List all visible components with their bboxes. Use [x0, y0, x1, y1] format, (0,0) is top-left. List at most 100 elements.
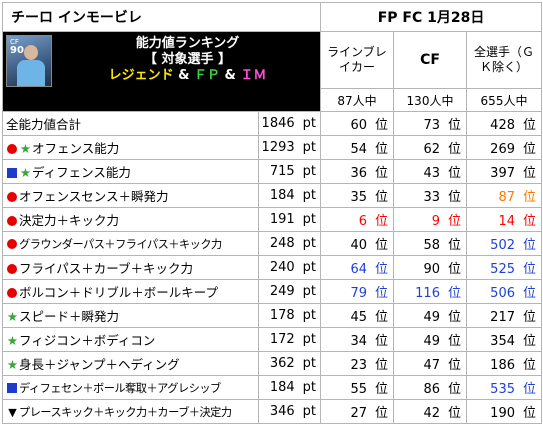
rank-unit: 位	[447, 238, 461, 253]
rank-cell: 62 位	[393, 135, 467, 160]
rank-unit: 位	[374, 166, 388, 181]
red-dot-icon	[7, 264, 17, 274]
rank-cell: 397 位	[465, 159, 543, 184]
points-value: 240	[269, 260, 295, 275]
points-unit: pt	[302, 284, 316, 299]
rank-unit: 位	[447, 334, 461, 349]
points-unit: pt	[302, 380, 316, 395]
rank-unit: 位	[523, 406, 537, 421]
rank-cell: 54 位	[320, 135, 394, 160]
row-label-cell: ▼ プレースキック＋キック力＋カーブ＋決定力	[2, 399, 259, 424]
rank-cell: 525 位	[465, 255, 543, 280]
rank-cell: 60 位	[320, 111, 394, 136]
row-label: スピード＋瞬発力	[19, 309, 120, 324]
count-linebreaker: 87人中	[320, 88, 394, 112]
row-points: 184 pt	[258, 375, 321, 400]
rank-value: 40	[350, 238, 367, 253]
rank-value: 36	[350, 166, 367, 181]
rank-unit: 位	[447, 358, 461, 373]
row-label-cell: ボルコン＋ドリブル＋ボールキープ	[2, 279, 259, 304]
points-value: 172	[269, 332, 295, 347]
rank-cell: 506 位	[465, 279, 543, 304]
red-dot-icon	[7, 192, 17, 202]
row-label-cell: ディフェセン＋ボール奪取＋アグレシッブ	[2, 375, 259, 400]
points-unit: pt	[302, 188, 316, 203]
row-label: ディフェセン＋ボール奪取＋アグレシッブ	[19, 381, 221, 395]
points-value: 249	[269, 284, 295, 299]
rank-unit: 位	[374, 118, 388, 133]
rank-value: 502	[490, 238, 515, 253]
rank-unit: 位	[523, 286, 537, 301]
rank-cell: 90 位	[393, 255, 467, 280]
rank-cell: 428 位	[465, 111, 543, 136]
rank-value: 73	[423, 118, 440, 133]
player-head-shape	[24, 45, 38, 60]
rank-value: 428	[490, 118, 515, 133]
rank-value: 45	[350, 310, 367, 325]
points-unit: pt	[302, 356, 316, 371]
rank-unit: 位	[447, 190, 461, 205]
rank-unit: 位	[447, 406, 461, 421]
row-label: オフェンス能力	[32, 141, 120, 156]
rank-value: 27	[350, 406, 367, 421]
rank-unit: 位	[374, 382, 388, 397]
star-icon: ★	[6, 333, 19, 348]
rank-value: 525	[490, 262, 515, 277]
rank-unit: 位	[374, 310, 388, 325]
row-label: 全能力値合計	[6, 117, 82, 132]
rank-cell: 33 位	[393, 183, 467, 208]
table-row: ★スピード＋瞬発力 178 pt 45 位 49 位 217 位	[2, 303, 543, 328]
rank-unit: 位	[523, 238, 537, 253]
player-card-image: CF 90	[6, 35, 52, 87]
points-unit: pt	[302, 140, 316, 155]
rank-value: 54	[350, 142, 367, 157]
row-points: 184 pt	[258, 183, 321, 208]
row-label: ディフェンス能力	[32, 165, 131, 180]
row-label-cell: フライパス＋カーブ＋キック力	[2, 255, 259, 280]
points-value: 715	[269, 164, 295, 179]
row-points: 240 pt	[258, 255, 321, 280]
count-row: 87人中 130人中 655人中	[3, 88, 543, 112]
rank-cell: 49 位	[393, 303, 467, 328]
rank-value: 55	[350, 382, 367, 397]
star-icon: ★	[6, 309, 19, 324]
rank-cell: 116 位	[393, 279, 467, 304]
red-dot-icon	[7, 144, 17, 154]
column-header-row: CF 90 能力値ランキング 【 対象選手 】 レジェンド & ＦＰ & ＩＭ …	[2, 31, 543, 112]
points-unit: pt	[302, 332, 316, 347]
row-label-cell: ★スピード＋瞬発力	[2, 303, 259, 328]
row-label: フライパス＋カーブ＋キック力	[19, 261, 194, 276]
rank-unit: 位	[447, 142, 461, 157]
row-label-cell: ★オフェンス能力	[2, 135, 259, 160]
rank-cell: 34 位	[320, 327, 394, 352]
blue-square-icon	[7, 168, 17, 178]
rank-cell: 58 位	[393, 231, 467, 256]
points-value: 248	[269, 236, 295, 251]
card-rating: 90	[10, 45, 24, 56]
table-row: ★ディフェンス能力 715 pt 36 位 43 位 397 位	[2, 159, 543, 184]
rank-cell: 49 位	[393, 327, 467, 352]
points-value: 184	[269, 380, 295, 395]
rank-value: 42	[423, 406, 440, 421]
rank-value: 87	[498, 190, 515, 205]
banner-text: 能力値ランキング 【 対象選手 】 レジェンド & ＦＰ & ＩＭ	[55, 36, 320, 84]
rank-unit: 位	[447, 118, 461, 133]
row-label: 決定力＋キック力	[19, 213, 120, 228]
points-value: 191	[269, 212, 295, 227]
rank-cell: 86 位	[393, 375, 467, 400]
rank-cell: 47 位	[393, 351, 467, 376]
rank-value: 354	[490, 334, 515, 349]
row-points: 715 pt	[258, 159, 321, 184]
table-row: ▼ プレースキック＋キック力＋カーブ＋決定力 346 pt 27 位 42 位 190 位	[2, 399, 543, 424]
points-unit: pt	[302, 116, 316, 131]
star-icon: ★	[6, 357, 19, 372]
rank-cell: 64 位	[320, 255, 394, 280]
row-points: 178 pt	[258, 303, 321, 328]
rank-value: 58	[423, 238, 440, 253]
banner-target: 【 対象選手 】	[143, 52, 232, 67]
red-dot-icon	[7, 238, 17, 249]
triangle-icon: ▼	[8, 405, 17, 419]
rank-cell: 502 位	[465, 231, 543, 256]
